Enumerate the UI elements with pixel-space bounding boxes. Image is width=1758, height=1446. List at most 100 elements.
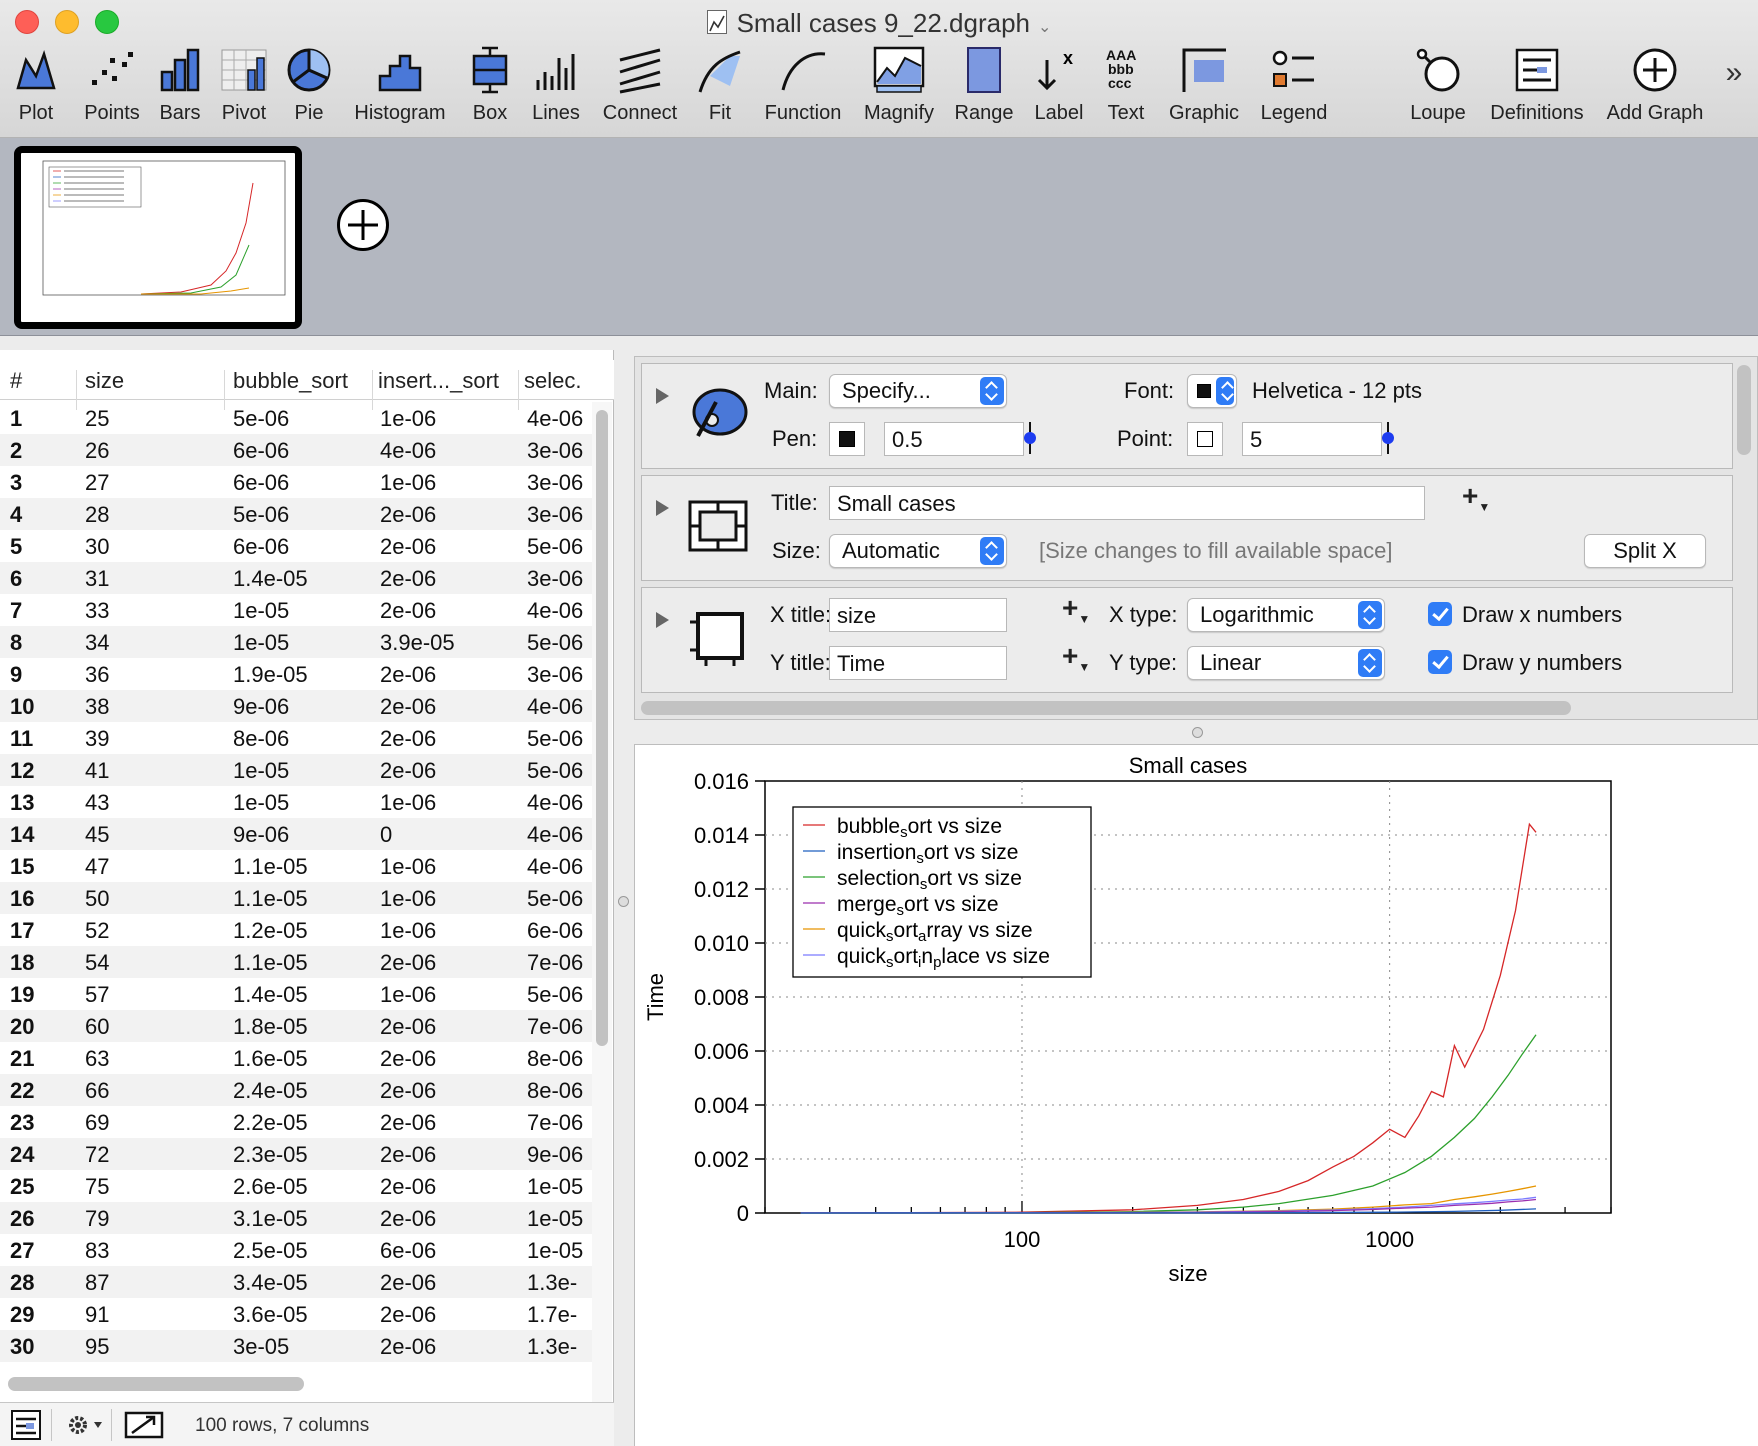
lines-tool-button[interactable]: Lines bbox=[526, 46, 586, 130]
size-cell[interactable]: 38 bbox=[85, 694, 110, 719]
insertion-sort-cell[interactable]: 2e-06 bbox=[380, 694, 437, 719]
insertion-sort-cell[interactable]: 2e-06 bbox=[380, 534, 437, 559]
row-number-cell[interactable]: 19 bbox=[10, 982, 35, 1007]
inspector-horizontal-scroll-thumb[interactable] bbox=[641, 701, 1571, 715]
insertion-sort-cell[interactable]: 3.9e-05 bbox=[380, 630, 455, 655]
pie-tool-button[interactable]: Pie bbox=[280, 46, 338, 130]
size-popup[interactable]: Automatic bbox=[829, 534, 1007, 568]
insertion-sort-cell[interactable]: 2e-06 bbox=[380, 1014, 437, 1039]
insertion-sort-cell[interactable]: 2e-06 bbox=[380, 502, 437, 527]
magnify-tool-button[interactable]: Magnify bbox=[858, 46, 940, 130]
bubble-sort-cell[interactable]: 3.1e-05 bbox=[233, 1206, 308, 1231]
table-row[interactable]: 10 38 9e-06 2e-06 4e-06 bbox=[0, 690, 592, 722]
bubble-sort-cell[interactable]: 1.8e-05 bbox=[233, 1014, 308, 1039]
insertion-sort-cell[interactable]: 1e-06 bbox=[380, 470, 437, 495]
selection-sort-cell[interactable]: 8e-06 bbox=[527, 1046, 584, 1071]
bubble-sort-cell[interactable]: 9e-06 bbox=[233, 694, 290, 719]
bubble-sort-cell[interactable]: 1e-05 bbox=[233, 790, 290, 815]
selection-sort-cell[interactable]: 5e-06 bbox=[527, 630, 584, 655]
graph-canvas[interactable]: 0.016 0.014 0.012 0.010 0.008 0.006 0.004 0.002… bbox=[634, 744, 1758, 1446]
draw-y-numbers-label[interactable]: Draw y numbers bbox=[1462, 650, 1623, 675]
insertion-sort-cell[interactable]: 2e-06 bbox=[380, 1078, 437, 1103]
column-header-insertion-sort[interactable]: insert..._sort bbox=[378, 368, 500, 393]
selection-sort-cell[interactable]: 4e-06 bbox=[527, 694, 584, 719]
row-number-cell[interactable]: 8 bbox=[10, 630, 23, 655]
table-row[interactable]: 3 27 6e-06 1e-06 3e-06 bbox=[0, 466, 592, 498]
insertion-sort-cell[interactable]: 2e-06 bbox=[380, 1142, 437, 1167]
selection-sort-cell[interactable]: 4e-06 bbox=[527, 854, 584, 879]
bubble-sort-cell[interactable]: 6e-06 bbox=[233, 438, 290, 463]
bubble-sort-cell[interactable]: 2.4e-05 bbox=[233, 1078, 308, 1103]
selection-sort-cell[interactable]: 1.7e- bbox=[527, 1302, 578, 1327]
selection-sort-cell[interactable]: 5e-06 bbox=[527, 758, 584, 783]
size-cell[interactable]: 36 bbox=[85, 662, 110, 687]
size-cell[interactable]: 91 bbox=[85, 1302, 110, 1327]
selection-sort-cell[interactable]: 3e-06 bbox=[527, 502, 584, 527]
pivot-tool-button[interactable]: Pivot bbox=[216, 46, 272, 130]
bubble-sort-cell[interactable]: 2.6e-05 bbox=[233, 1174, 308, 1199]
size-cell[interactable]: 79 bbox=[85, 1206, 110, 1231]
selection-sort-cell[interactable]: 1.3e- bbox=[527, 1334, 578, 1359]
size-cell[interactable]: 60 bbox=[85, 1014, 110, 1039]
table-row[interactable]: 6 31 1.4e-05 2e-06 3e-06 bbox=[0, 562, 592, 594]
row-number-cell[interactable]: 29 bbox=[10, 1302, 35, 1327]
table-row[interactable]: 1 25 5e-06 1e-06 4e-06 bbox=[0, 402, 592, 434]
x-title-field[interactable]: size bbox=[829, 598, 1007, 632]
divider-handle[interactable] bbox=[618, 896, 629, 907]
insertion-sort-cell[interactable]: 1e-06 bbox=[380, 854, 437, 879]
row-number-cell[interactable]: 5 bbox=[10, 534, 23, 559]
range-tool-button[interactable]: Range bbox=[950, 46, 1018, 130]
bubble-sort-cell[interactable]: 1.6e-05 bbox=[233, 1046, 308, 1071]
expand-table-button[interactable] bbox=[124, 1409, 172, 1441]
bubble-sort-cell[interactable]: 3.4e-05 bbox=[233, 1270, 308, 1295]
add-graph-tool-button[interactable]: Add Graph bbox=[1602, 46, 1708, 130]
insertion-sort-cell[interactable]: 1e-06 bbox=[380, 918, 437, 943]
row-number-cell[interactable]: 13 bbox=[10, 790, 35, 815]
bubble-sort-cell[interactable]: 2.2e-05 bbox=[233, 1110, 308, 1135]
insertion-sort-cell[interactable]: 2e-06 bbox=[380, 758, 437, 783]
points-tool-button[interactable]: Points bbox=[76, 46, 148, 130]
bubble-sort-cell[interactable]: 1e-05 bbox=[233, 758, 290, 783]
row-number-cell[interactable]: 4 bbox=[10, 502, 23, 527]
row-number-cell[interactable]: 18 bbox=[10, 950, 35, 975]
size-cell[interactable]: 30 bbox=[85, 534, 110, 559]
fit-tool-button[interactable]: Fit bbox=[694, 46, 746, 130]
y-type-popup[interactable]: Linear bbox=[1187, 646, 1385, 680]
size-cell[interactable]: 63 bbox=[85, 1046, 110, 1071]
row-number-cell[interactable]: 1 bbox=[10, 406, 23, 431]
table-row[interactable]: 2 26 6e-06 4e-06 3e-06 bbox=[0, 434, 592, 466]
size-cell[interactable]: 75 bbox=[85, 1174, 110, 1199]
table-row[interactable]: 16 50 1.1e-05 1e-06 5e-06 bbox=[0, 882, 592, 914]
selection-sort-cell[interactable]: 8e-06 bbox=[527, 1078, 584, 1103]
legend-tool-button[interactable]: Legend bbox=[1254, 46, 1334, 130]
bubble-sort-cell[interactable]: 2.5e-05 bbox=[233, 1238, 308, 1263]
selection-sort-cell[interactable]: 4e-06 bbox=[527, 790, 584, 815]
close-window-button[interactable] bbox=[15, 10, 39, 34]
insertion-sort-cell[interactable]: 2e-06 bbox=[380, 1206, 437, 1231]
size-cell[interactable]: 54 bbox=[85, 950, 110, 975]
splitter-handle[interactable] bbox=[1192, 727, 1203, 738]
table-row[interactable]: 26 79 3.1e-05 2e-06 1e-05 bbox=[0, 1202, 592, 1234]
point-slider-knob[interactable] bbox=[1382, 432, 1394, 444]
table-row[interactable]: 4 28 5e-06 2e-06 3e-06 bbox=[0, 498, 592, 530]
size-cell[interactable]: 45 bbox=[85, 822, 110, 847]
size-cell[interactable]: 25 bbox=[85, 406, 110, 431]
selection-sort-cell[interactable]: 3e-06 bbox=[527, 566, 584, 591]
column-list-button[interactable] bbox=[10, 1409, 52, 1441]
bubble-sort-cell[interactable]: 1.1e-05 bbox=[233, 854, 308, 879]
table-row[interactable]: 18 54 1.1e-05 2e-06 7e-06 bbox=[0, 946, 592, 978]
table-row[interactable]: 22 66 2.4e-05 2e-06 8e-06 bbox=[0, 1074, 592, 1106]
bubble-sort-cell[interactable]: 1.1e-05 bbox=[233, 886, 308, 911]
insertion-sort-cell[interactable]: 1e-06 bbox=[380, 790, 437, 815]
size-cell[interactable]: 50 bbox=[85, 886, 110, 911]
row-number-cell[interactable]: 6 bbox=[10, 566, 23, 591]
row-number-cell[interactable]: 15 bbox=[10, 854, 35, 879]
graphic-tool-button[interactable]: Graphic bbox=[1162, 46, 1246, 130]
row-number-cell[interactable]: 26 bbox=[10, 1206, 35, 1231]
window-title[interactable]: Small cases 9_22.dgraph ⌄ bbox=[0, 8, 1758, 39]
row-number-cell[interactable]: 17 bbox=[10, 918, 35, 943]
table-row[interactable]: 12 41 1e-05 2e-06 5e-06 bbox=[0, 754, 592, 786]
insertion-sort-cell[interactable]: 6e-06 bbox=[380, 1238, 437, 1263]
size-cell[interactable]: 57 bbox=[85, 982, 110, 1007]
